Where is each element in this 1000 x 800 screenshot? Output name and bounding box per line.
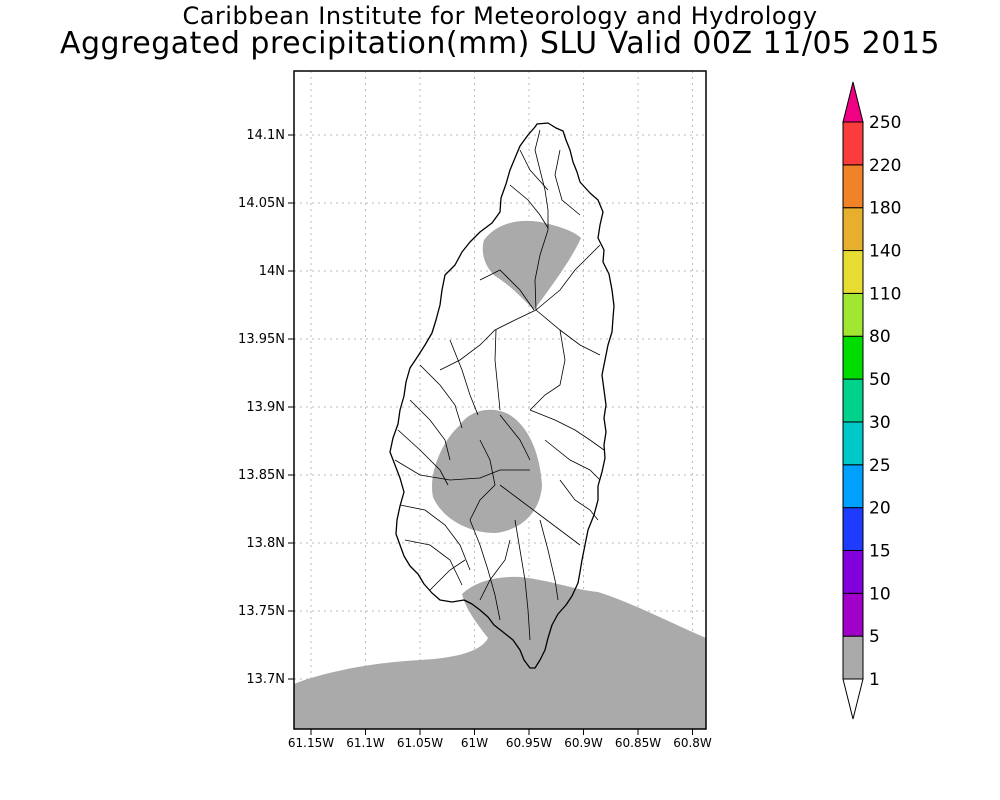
legend-swatch bbox=[842, 507, 864, 551]
lat-tick-label: 13.9N bbox=[246, 400, 285, 415]
precip-area-south bbox=[294, 576, 706, 729]
legend-over-triangle bbox=[842, 81, 864, 123]
legend-swatch bbox=[842, 549, 864, 594]
legend-swatch bbox=[842, 378, 864, 423]
title-line-2: Aggregated precipitation(mm) SLU Valid 0… bbox=[59, 26, 941, 61]
legend-label: 250 bbox=[869, 113, 901, 133]
legend-under-triangle bbox=[842, 678, 864, 720]
lat-tick-label: 13.8N bbox=[246, 536, 285, 551]
lat-tick-label: 14.1N bbox=[246, 128, 285, 143]
lat-tick-label: 13.7N bbox=[246, 672, 285, 687]
lat-tick-label: 13.85N bbox=[238, 468, 285, 483]
legend-swatch bbox=[842, 164, 864, 209]
legend-label: 180 bbox=[869, 199, 901, 219]
coastline bbox=[389, 122, 615, 669]
island-saint-lucia bbox=[389, 122, 615, 669]
legend-label: 50 bbox=[869, 370, 891, 390]
legend-label: 110 bbox=[869, 284, 901, 304]
lon-tick-label: 60.9W bbox=[564, 736, 603, 750]
lon-tick-label: 61.05W bbox=[397, 736, 443, 750]
precip-area-north bbox=[482, 220, 581, 310]
legend-label: 220 bbox=[869, 156, 901, 176]
legend-label: 5 bbox=[869, 627, 880, 647]
latitude-axis: 14.1N 14.05N 14N 13.95N 13.9N 13.85N 13.8N 13.7… bbox=[238, 128, 294, 687]
lon-tick-label: 60.85W bbox=[615, 736, 661, 750]
lon-tick-label: 61.15W bbox=[288, 736, 334, 750]
title-line-1: Caribbean Institute for Meteorology and … bbox=[182, 2, 818, 30]
lat-tick-label: 14N bbox=[259, 264, 285, 279]
legend-swatch bbox=[842, 421, 864, 466]
lat-tick-label: 14.05N bbox=[238, 196, 285, 211]
legend-swatch bbox=[842, 592, 864, 637]
legend-swatch bbox=[842, 292, 864, 337]
lat-tick-label: 13.75N bbox=[238, 604, 285, 619]
legend-swatch bbox=[842, 464, 864, 509]
lat-tick-label: 13.95N bbox=[238, 332, 285, 347]
map-frame-border bbox=[293, 70, 707, 730]
lon-tick-label: 61W bbox=[461, 736, 488, 750]
legend-label: 30 bbox=[869, 413, 891, 433]
legend-swatch bbox=[842, 635, 864, 680]
lon-tick-label: 60.95W bbox=[506, 736, 552, 750]
legend-label: 140 bbox=[869, 242, 901, 262]
legend-swatch bbox=[842, 207, 864, 252]
legend-label: 10 bbox=[869, 584, 891, 604]
legend-swatch bbox=[842, 250, 864, 294]
legend-swatch bbox=[842, 121, 864, 166]
precip-shading bbox=[294, 220, 706, 729]
lon-tick-label: 61.1W bbox=[346, 736, 385, 750]
lon-tick-label: 60.8W bbox=[673, 736, 712, 750]
longitude-axis: 61.15W 61.1W 61.05W 61W 60.95W 60.9W 60.85W 60.… bbox=[288, 729, 712, 750]
legend-label: 80 bbox=[869, 327, 891, 347]
legend-label: 1 bbox=[869, 670, 880, 690]
header: Caribbean Institute for Meteorology and … bbox=[0, 0, 1000, 70]
legend-swatch bbox=[842, 335, 864, 380]
legend-label: 25 bbox=[869, 456, 891, 476]
watershed-boundaries bbox=[394, 129, 605, 641]
precip-area-central bbox=[432, 409, 542, 533]
legend-label: 15 bbox=[869, 541, 891, 561]
legend-label: 20 bbox=[869, 499, 891, 519]
